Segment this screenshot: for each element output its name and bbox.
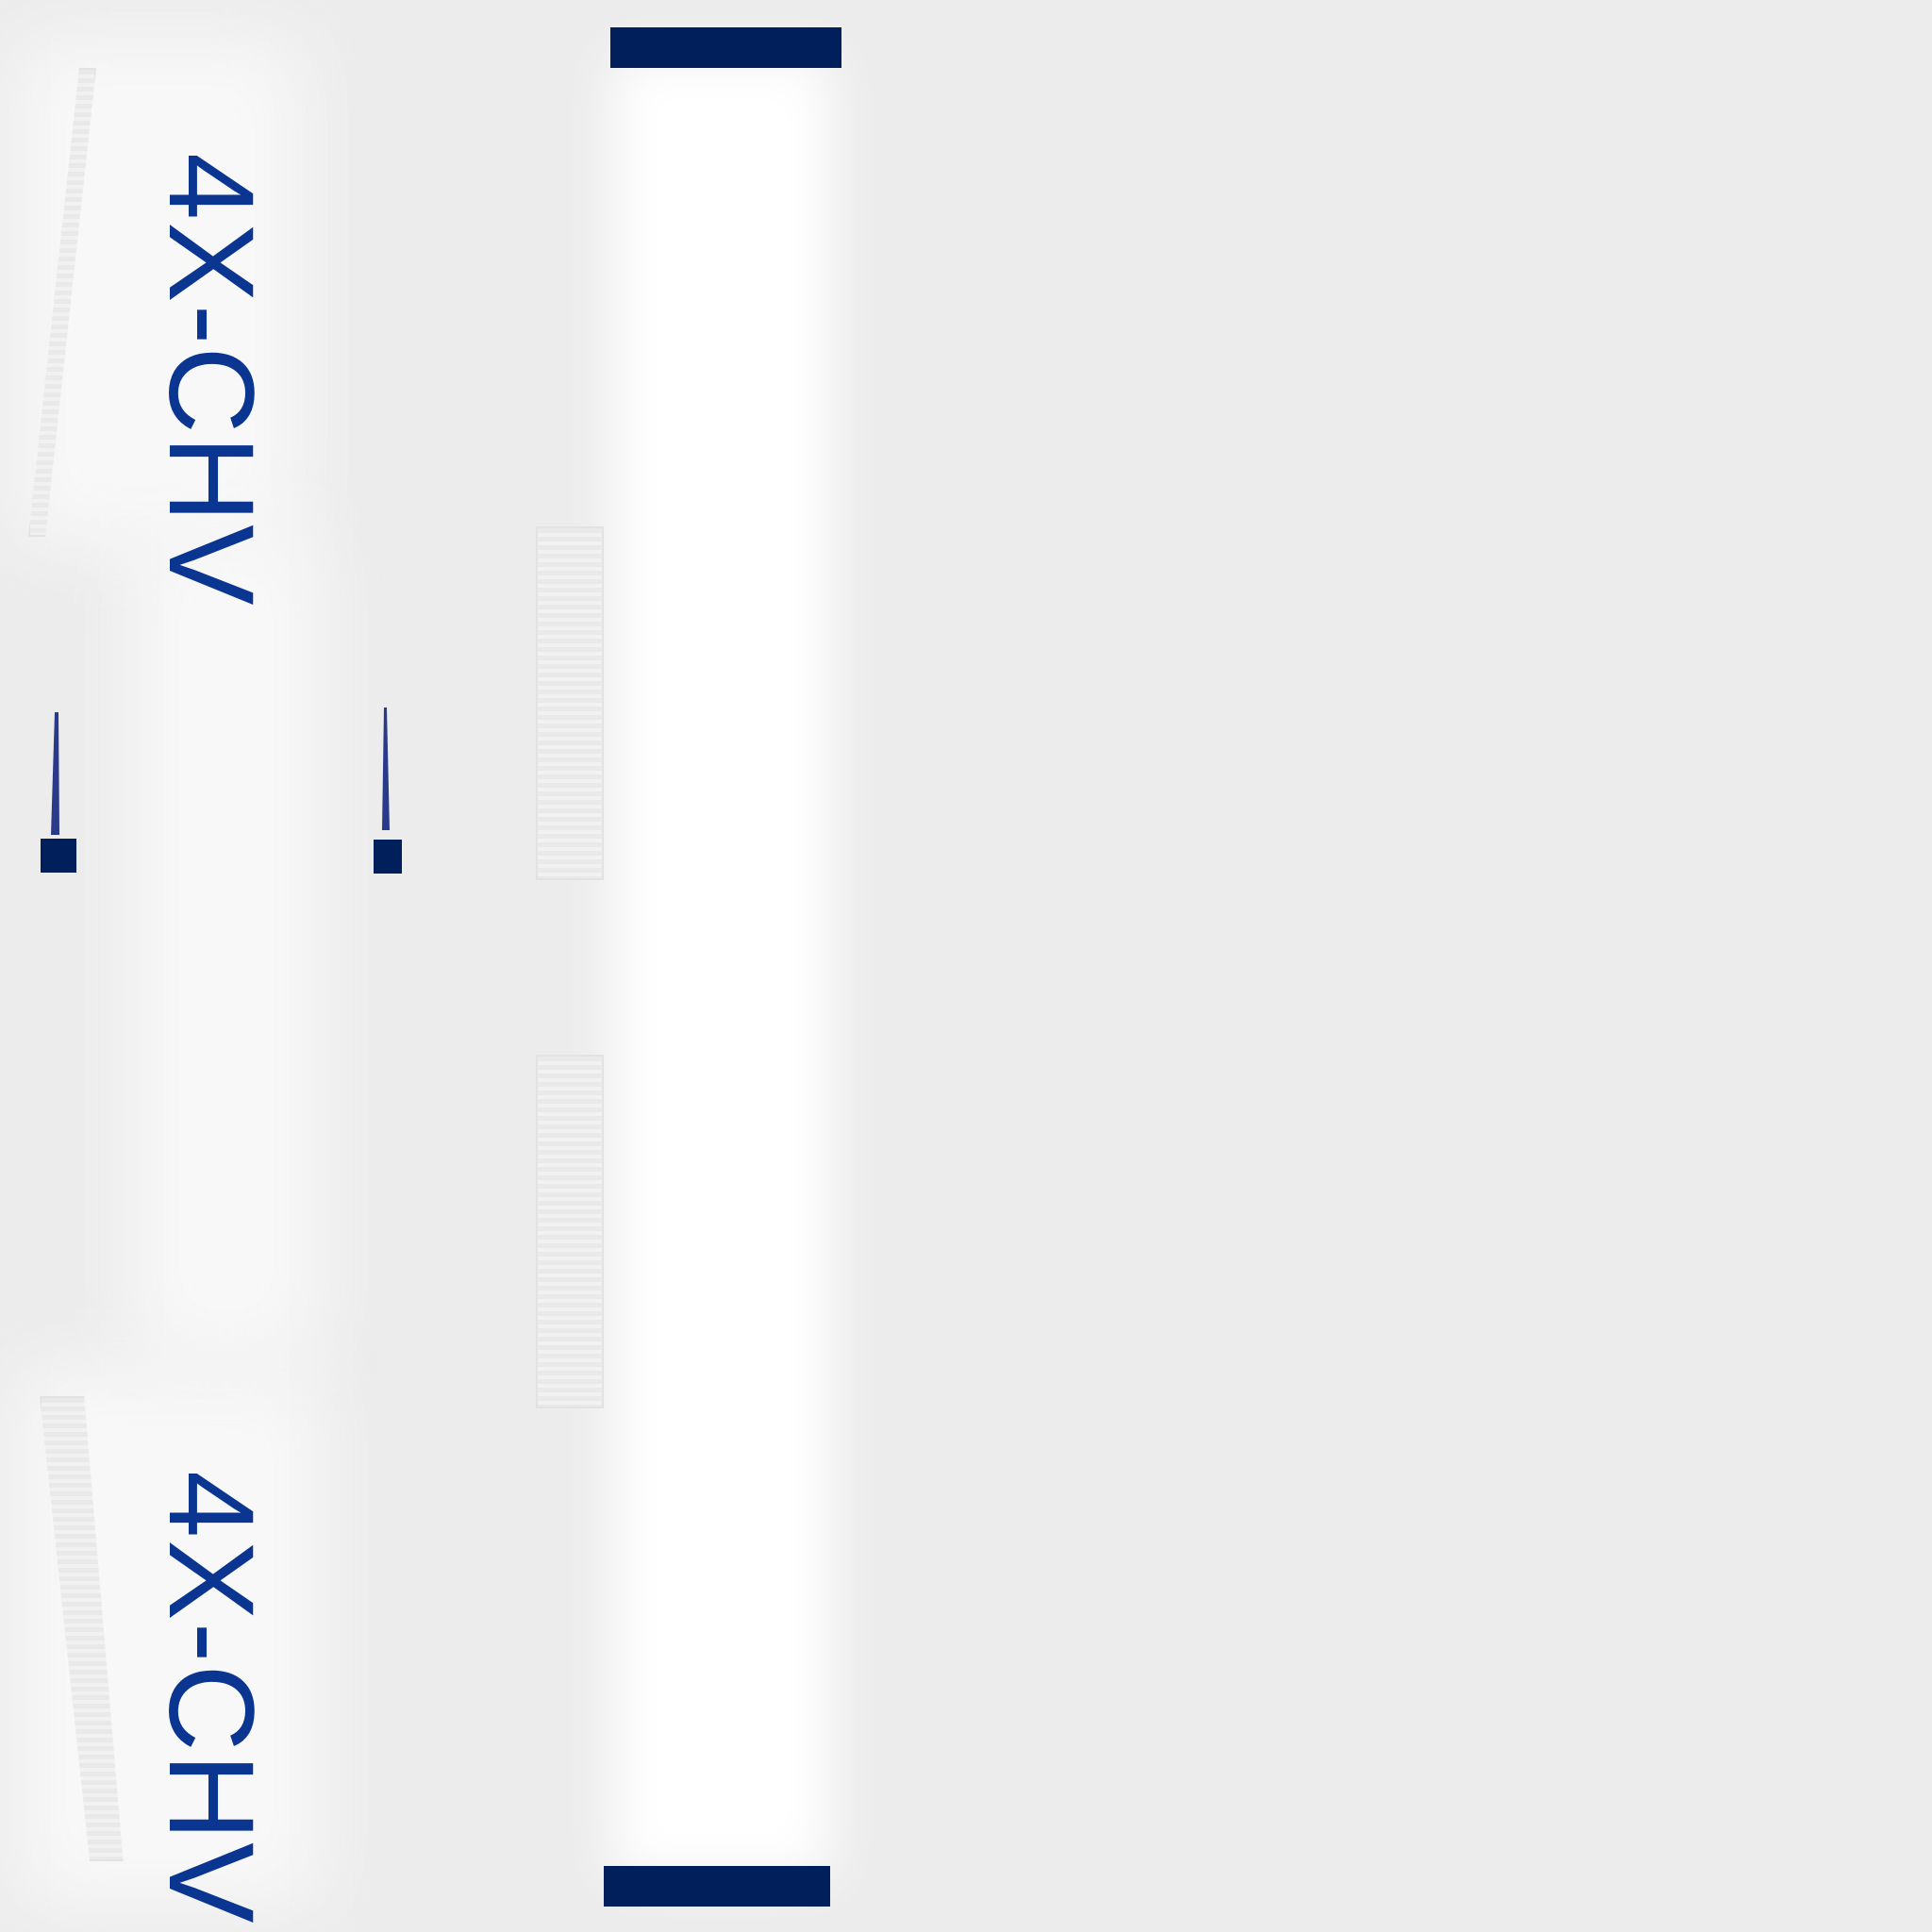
antenna-icon [374, 708, 402, 874]
wing-mid [132, 528, 321, 1358]
bottom-cap [604, 1866, 830, 1907]
center-ribbed-panel-lower [536, 1055, 604, 1408]
registration-bottom: 4X-CHV [143, 1471, 278, 1925]
antenna-icon [41, 712, 76, 873]
fuselage-body [613, 57, 830, 1877]
center-ribbed-panel-upper [536, 526, 604, 880]
top-cap [610, 27, 841, 68]
registration-top: 4X-CHV [143, 153, 278, 608]
